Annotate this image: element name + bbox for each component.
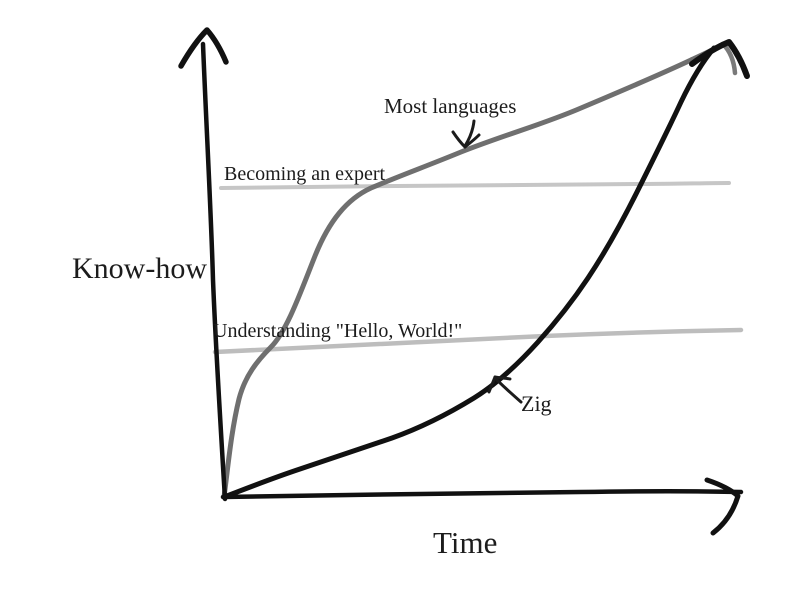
becoming-expert-label: Becoming an expert: [224, 163, 386, 185]
top-right-arrowhead-icon: [689, 39, 750, 79]
zig-label: Zig: [521, 391, 552, 416]
y-axis-label: Know-how: [72, 252, 207, 285]
y-axis: [200, 41, 228, 502]
understanding-hello-world-label: Understanding "Hello, World!": [213, 320, 463, 342]
most-languages-label: Most languages: [384, 94, 517, 118]
x-axis: [220, 489, 744, 500]
y-axis-arrowhead-icon: [178, 27, 229, 69]
x-axis-arrowhead-icon: [704, 477, 741, 536]
x-axis-label: Time: [433, 525, 498, 560]
most-languages-arrow-icon: [451, 119, 481, 149]
zig-arrow-icon: [487, 375, 523, 404]
most-languages-curve: [221, 41, 726, 500]
zig-curve: [221, 45, 717, 500]
becoming-expert-line: [219, 181, 731, 190]
understanding-hello-world-line: [212, 327, 744, 355]
